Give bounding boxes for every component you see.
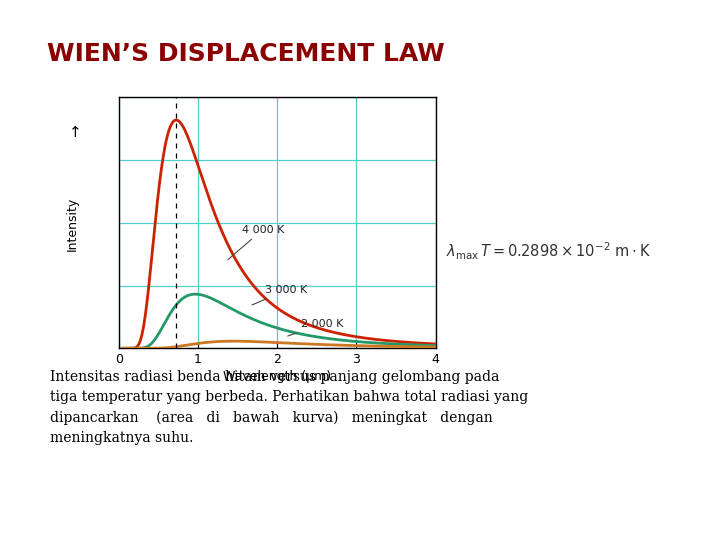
X-axis label: Wavelength (μm): Wavelength (μm) (223, 370, 331, 383)
Text: ↑: ↑ (69, 125, 82, 140)
Text: $\lambda_{\rm max}\,T = 0.2898 \times 10^{-2}\ {\rm m \cdot K}$: $\lambda_{\rm max}\,T = 0.2898 \times 10… (446, 240, 651, 262)
Text: Intensitas radiasi benda hitam versus panjang gelombang pada
tiga temperatur yan: Intensitas radiasi benda hitam versus pa… (50, 370, 528, 445)
Text: WIEN’S DISPLACEMENT LAW: WIEN’S DISPLACEMENT LAW (47, 42, 444, 66)
Text: 2 000 K: 2 000 K (288, 319, 343, 336)
Text: 4 000 K: 4 000 K (228, 225, 284, 260)
Text: 3 000 K: 3 000 K (252, 285, 307, 305)
Text: Intensity: Intensity (66, 197, 78, 251)
